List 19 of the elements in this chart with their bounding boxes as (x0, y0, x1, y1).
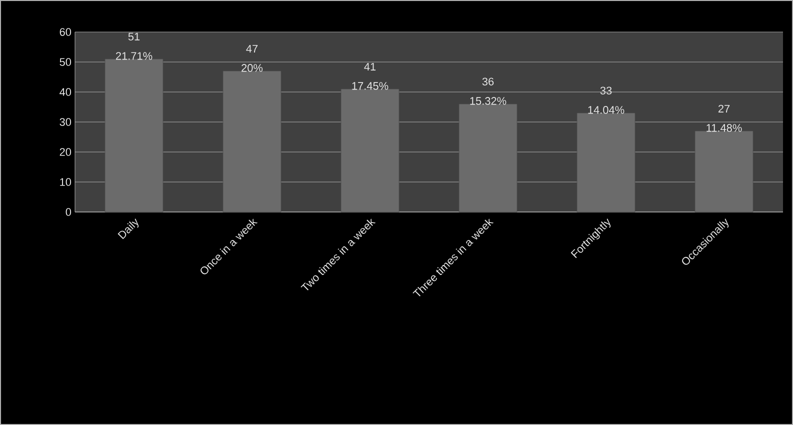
annotation: 11.48% (706, 124, 742, 132)
y-tick-label: 50 (60, 58, 72, 66)
y-tick-label: 40 (60, 88, 72, 96)
data-label: 47 (246, 44, 258, 52)
data-label: 33 (600, 86, 612, 94)
y-tick-label: 10 (60, 178, 72, 186)
data-label: 36 (482, 78, 494, 86)
annotation: 20% (242, 64, 263, 72)
y-tick-label: 60 (60, 28, 72, 36)
data-label: 41 (364, 62, 376, 70)
annotation: 21.71% (116, 52, 152, 60)
annotation: 15.32% (470, 97, 506, 105)
data-label: 27 (718, 104, 730, 112)
annotation: 17.45% (352, 82, 388, 90)
y-tick-label: 30 (60, 118, 72, 126)
y-tick-label: 20 (60, 148, 72, 156)
data-label: 51 (128, 32, 140, 40)
annotation: 14.04% (588, 106, 624, 114)
y-tick-label: 0 (66, 208, 72, 216)
